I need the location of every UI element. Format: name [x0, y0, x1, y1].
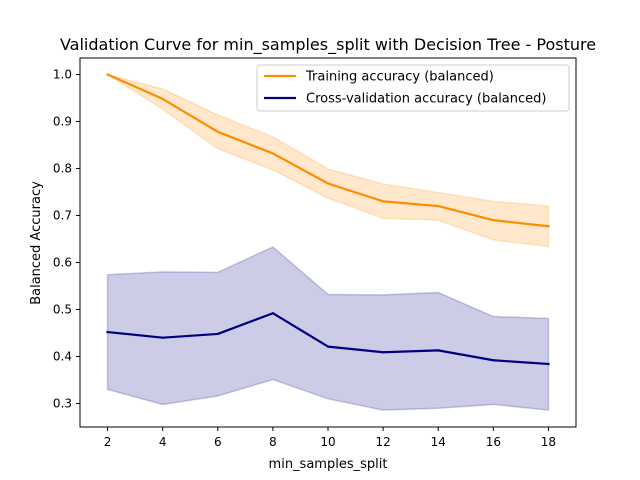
y-axis-ticks: 0.3 0.4 0.5 0.6 0.7 0.8 0.9 1.0 [53, 67, 80, 410]
y-tick-label: 0.4 [53, 349, 72, 363]
series-1-point [161, 336, 164, 339]
series-1-point [382, 351, 385, 354]
series-0-point [106, 73, 109, 76]
y-tick-label: 0.7 [53, 208, 72, 222]
y-tick-label: 1.0 [53, 67, 72, 81]
x-tick-label: 10 [320, 435, 335, 449]
series-0-point [437, 204, 440, 208]
x-tick-label: 2 [104, 435, 112, 449]
x-axis-label: min_samples_split [269, 457, 388, 472]
series-1-point [492, 359, 495, 362]
series-0-point [271, 152, 274, 155]
series-0-point [161, 97, 164, 100]
x-tick-label: 6 [214, 435, 222, 449]
y-tick-label: 0.3 [53, 396, 72, 410]
series-0-point [492, 219, 495, 222]
series-0-point [326, 182, 330, 185]
series-1-band [106, 246, 550, 411]
series-1-point [271, 312, 274, 315]
chart-title: Validation Curve for min_samples_split w… [60, 35, 596, 55]
x-axis-ticks: 2 4 6 8 10 12 14 16 18 [104, 427, 556, 449]
series-1-point [106, 330, 109, 334]
x-tick-label: 14 [431, 435, 446, 449]
x-tick-label: 16 [486, 435, 501, 449]
x-tick-label: 12 [375, 435, 390, 449]
y-tick-label: 0.6 [53, 255, 72, 269]
series-1-point [326, 345, 330, 348]
y-tick-label: 0.9 [53, 114, 72, 128]
series-1-point [216, 332, 219, 336]
series-0-point [547, 225, 550, 228]
y-axis-label: Balanced Accuracy [29, 181, 44, 305]
legend-label-1: Cross-validation accuracy (balanced) [306, 92, 546, 107]
legend-box [256, 64, 570, 112]
series-lines [106, 72, 550, 366]
x-tick-label: 4 [159, 435, 167, 449]
y-tick-label: 0.5 [53, 302, 72, 316]
series-1-point [437, 349, 440, 352]
series-1-point [547, 362, 550, 366]
x-tick-label: 8 [269, 435, 277, 449]
x-tick-label: 18 [541, 435, 556, 449]
y-tick-label: 0.8 [53, 161, 72, 175]
legend-label-0: Training accuracy (balanced) [305, 70, 494, 85]
series-0-point [382, 200, 385, 203]
legend: Training accuracy (balanced) Cross-valida… [256, 64, 570, 112]
series-0-point [216, 130, 219, 133]
